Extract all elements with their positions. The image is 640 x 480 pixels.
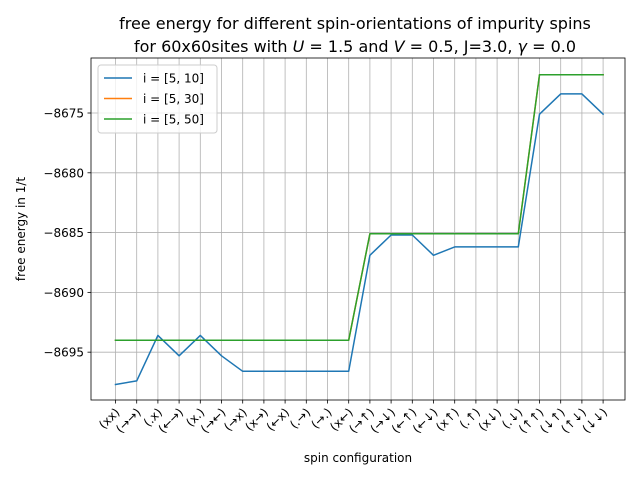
legend-label-3: i = [5, 50]: [143, 113, 204, 127]
y-axis-label: free energy in 1/t: [14, 177, 28, 282]
title-v-value: = 0.5, J=3.0,: [405, 37, 518, 56]
legend-box: [97, 64, 218, 134]
series-line-1: [114, 93, 605, 386]
y-tick-label: −8695: [43, 346, 84, 360]
title-prefix: for 60x60sites with: [134, 37, 293, 56]
legend-label-2: i = [5, 30]: [143, 92, 204, 106]
plot-frame: [90, 57, 626, 401]
chart-title-line2: for 60x60sites with U = 1.5 and V = 0.5,…: [134, 37, 576, 56]
y-tick-label: −8685: [43, 226, 84, 240]
chart-title-line1: free energy for different spin-orientati…: [119, 14, 591, 33]
title-v-symbol: V: [394, 37, 406, 56]
legend-label-1: i = [5, 10]: [143, 72, 204, 86]
y-tick-label: −8690: [43, 286, 84, 300]
y-tick-label: −8680: [43, 166, 84, 180]
title-u-value: = 1.5 and: [304, 37, 393, 56]
y-axis-ticks: −8695 −8690 −8685 −8680 −8675: [43, 107, 91, 360]
title-gamma-value: = 0.0: [527, 37, 576, 56]
title-u-symbol: U: [293, 37, 305, 56]
series-line-3: [114, 73, 604, 341]
title-gamma-symbol: γ: [518, 37, 529, 56]
x-axis-label: spin configuration: [304, 451, 412, 465]
series-lines: [114, 73, 605, 386]
legend: i = [5, 10] i = [5, 30] i = [5, 50]: [97, 64, 218, 134]
y-tick-label: −8675: [43, 107, 84, 121]
